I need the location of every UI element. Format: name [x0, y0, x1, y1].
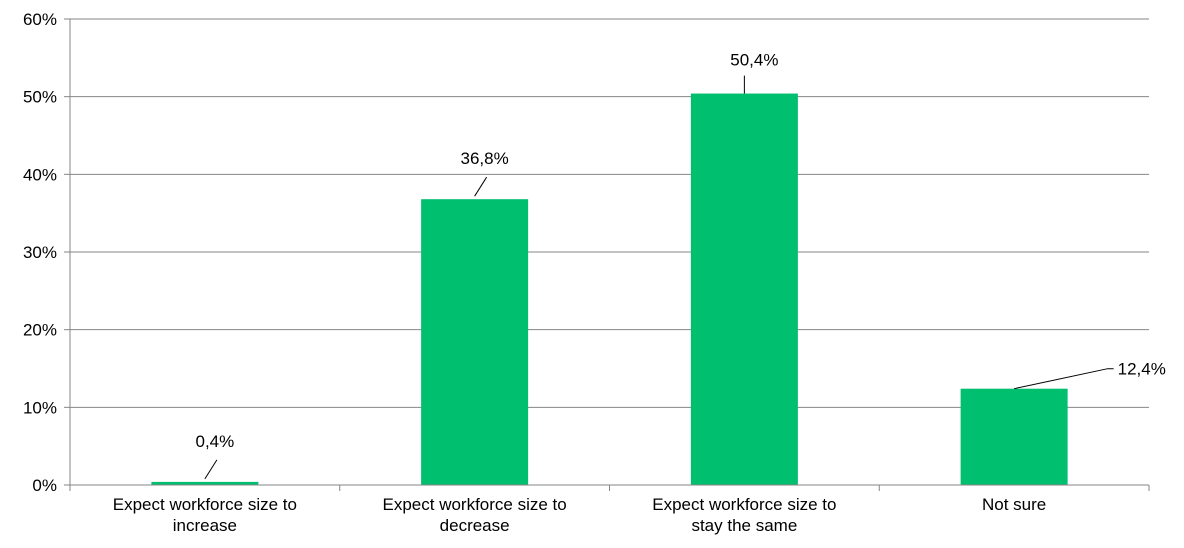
- x-category-label: Expect workforce size to stay the same: [652, 495, 836, 535]
- x-category-label: Expect workforce size to increase: [113, 495, 297, 535]
- y-tick-label: 20%: [23, 321, 57, 340]
- bar: [151, 481, 259, 485]
- x-category-label-line: decrease: [440, 516, 510, 535]
- bars: [151, 93, 1068, 486]
- bar: [690, 93, 798, 485]
- data-label: 0,4%: [196, 432, 235, 451]
- x-category-label: Not sure: [982, 495, 1046, 514]
- data-label: 12,4%: [1118, 360, 1166, 379]
- x-category-label-line: Expect workforce size to: [113, 495, 297, 514]
- x-category-label-line: Expect workforce size to: [652, 495, 836, 514]
- data-label-leader: [1014, 368, 1114, 390]
- y-tick-label: 0%: [32, 476, 57, 495]
- y-tick-label: 30%: [23, 243, 57, 262]
- y-tick-label: 10%: [23, 398, 57, 417]
- x-category-label: Expect workforce size to decrease: [383, 495, 567, 535]
- data-label-leader: [474, 176, 488, 197]
- data-labels: 0,4% 36,8% 50,4% 12,4%: [196, 51, 1166, 480]
- data-label: 50,4%: [730, 51, 778, 70]
- y-tick-label: 50%: [23, 88, 57, 107]
- y-tick-label: 40%: [23, 165, 57, 184]
- data-label-leader: [204, 459, 218, 480]
- gridlines: [70, 18, 1149, 408]
- x-category-label-line: Expect workforce size to: [383, 495, 567, 514]
- x-category-label-line: stay the same: [691, 516, 797, 535]
- bar: [960, 388, 1068, 485]
- y-tick-label: 60%: [23, 10, 57, 29]
- data-label: 36,8%: [461, 149, 509, 168]
- x-category-label-line: increase: [173, 516, 237, 535]
- axes: 0% 10% 20% 30% 40% 50% 60% Expect workforce siz…: [23, 10, 1150, 535]
- x-category-label-line: Not sure: [982, 495, 1046, 514]
- bar: [421, 199, 529, 486]
